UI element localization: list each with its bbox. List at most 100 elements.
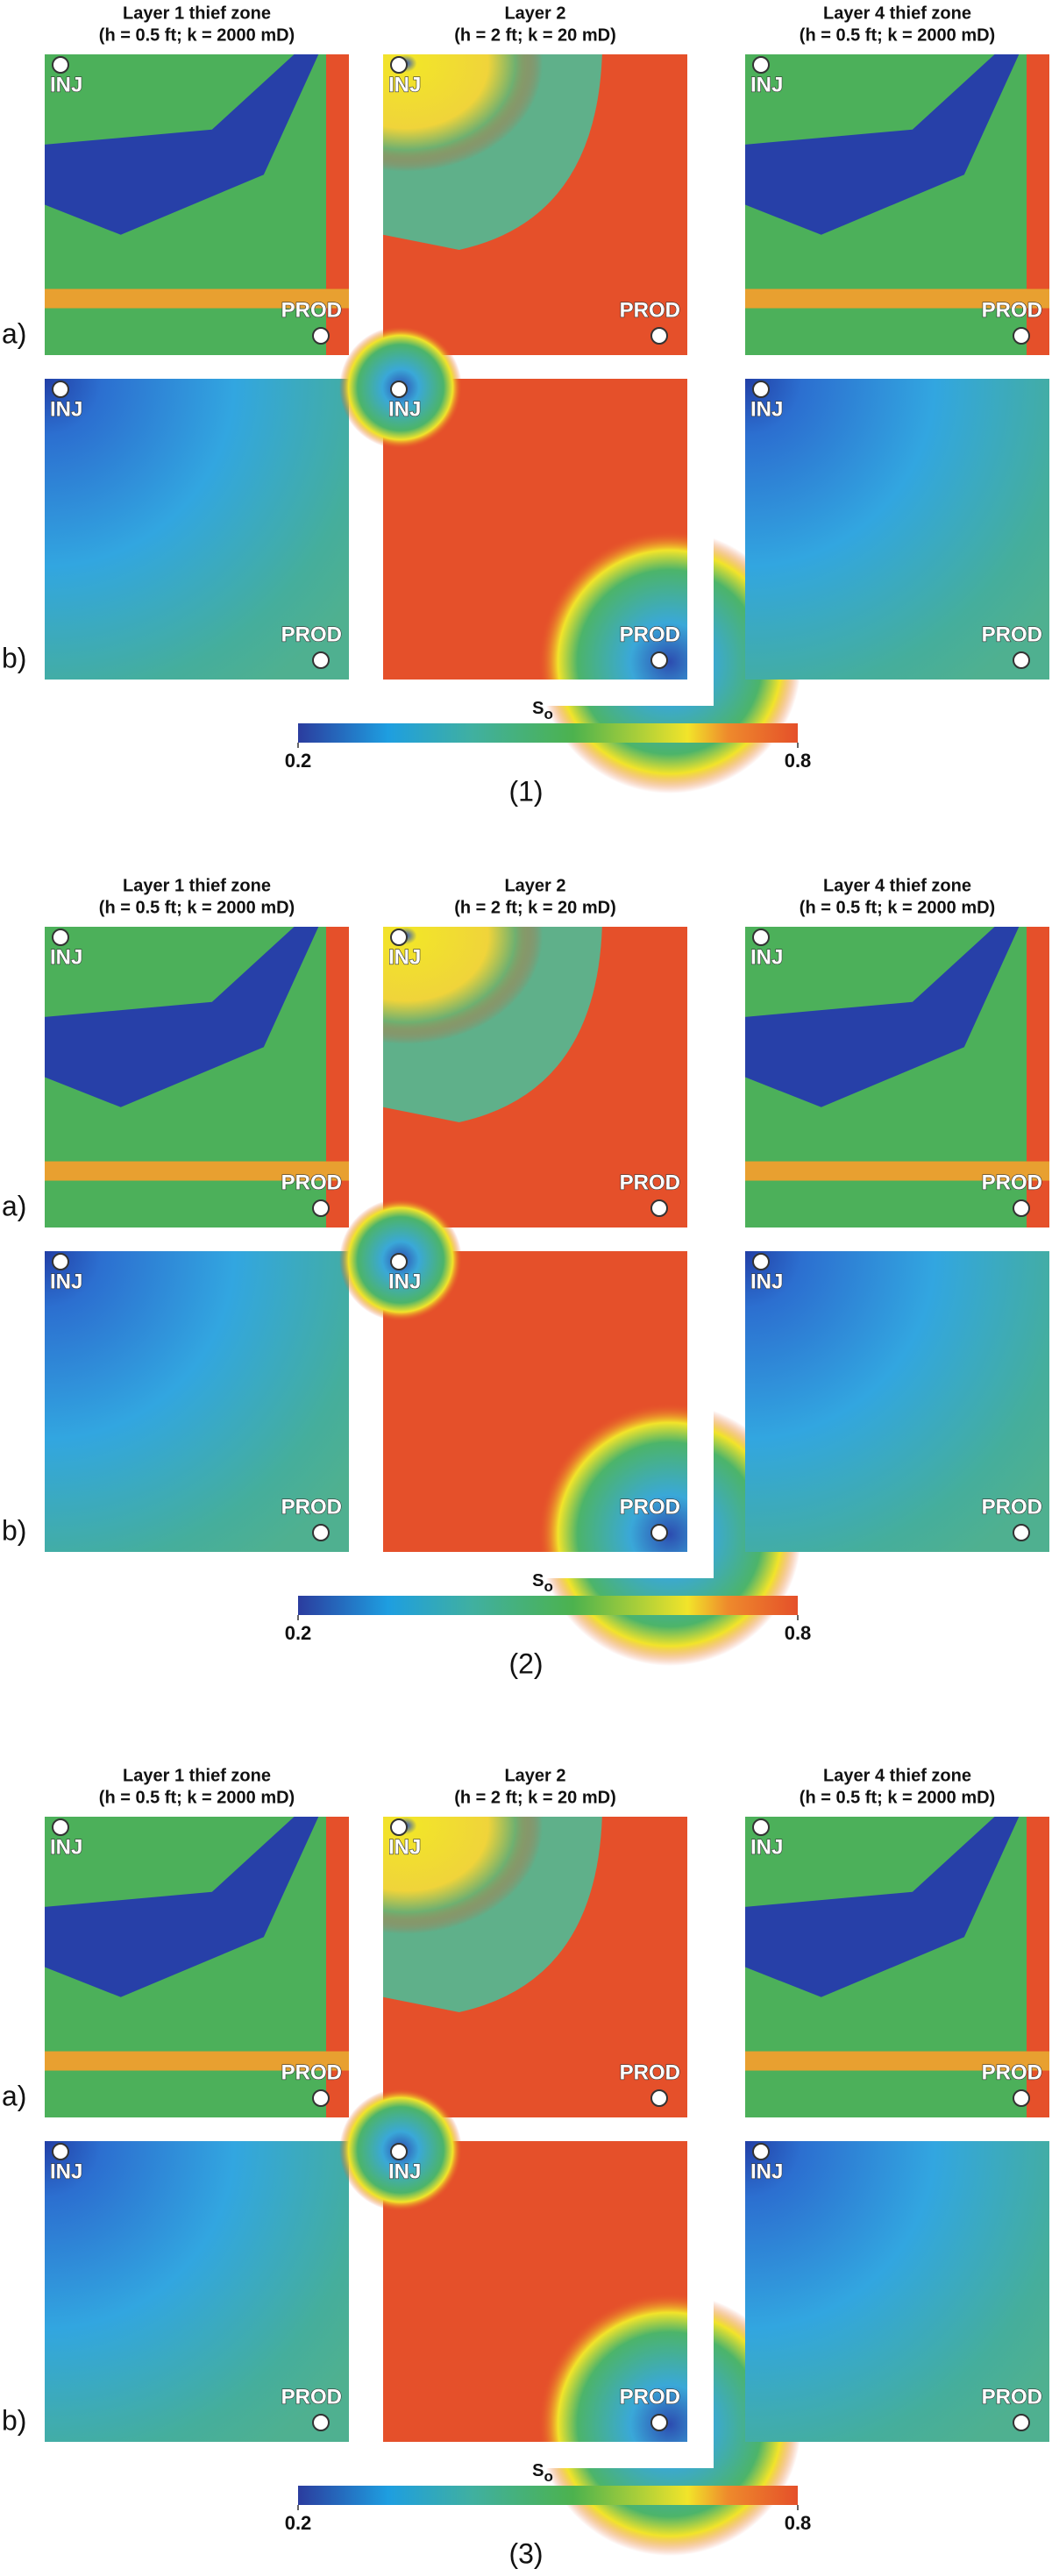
injector-marker xyxy=(390,1253,408,1270)
colorbar-label: So xyxy=(532,1571,553,1595)
producer-marker xyxy=(1013,327,1030,345)
heatmap-panel: INJ PROD xyxy=(745,2141,1049,2442)
injector-marker xyxy=(390,1818,408,1836)
injector-marker xyxy=(390,381,408,398)
producer-label: PROD xyxy=(620,623,680,646)
bypassed-band xyxy=(45,1817,319,1997)
group-caption: (3) xyxy=(508,2537,543,2569)
injector-marker xyxy=(52,2143,69,2160)
producer-label: PROD xyxy=(620,1495,680,1519)
injector-label: INJ xyxy=(50,2160,82,2183)
heatmap-panel: INJ PROD xyxy=(45,1251,349,1552)
colorbar-label: So xyxy=(532,2461,553,2485)
injector-label: INJ xyxy=(50,1835,82,1859)
producer-label: PROD xyxy=(620,2060,680,2084)
heatmap-panel: INJ PROD xyxy=(383,1817,687,2117)
heatmap-panel: INJ PROD xyxy=(45,927,349,1228)
producer-marker xyxy=(312,2414,330,2431)
injector-marker xyxy=(390,2143,408,2160)
colorbar-tick-label: 0.2 xyxy=(285,750,312,772)
producer-label: PROD xyxy=(982,1171,1042,1194)
heatmap-panel: INJ PROD xyxy=(45,1817,349,2117)
producer-marker xyxy=(650,651,668,669)
heatmap-panel: INJ PROD xyxy=(383,54,687,355)
row-label: b) xyxy=(2,642,26,673)
producer-marker xyxy=(312,1524,330,1541)
heatmap-panel: INJ PROD xyxy=(45,2141,349,2442)
heatmap-panel: INJ PROD xyxy=(745,1251,1049,1552)
column-title: Layer 4 thief zone xyxy=(823,876,971,895)
producer-marker xyxy=(650,2089,668,2107)
producer-label: PROD xyxy=(620,1171,680,1194)
clip-fix xyxy=(383,2442,714,2468)
column-subtitle: (h = 0.5 ft; k = 2000 mD) xyxy=(800,1788,995,1807)
colorbar xyxy=(298,1596,798,1615)
producer-marker xyxy=(650,327,668,345)
group-caption: (1) xyxy=(508,775,543,807)
producer-marker xyxy=(650,1524,668,1541)
injector-label: INJ xyxy=(388,73,421,96)
injector-marker xyxy=(752,2143,770,2160)
producer-label: PROD xyxy=(281,1495,342,1519)
colorbar-subscript: o xyxy=(544,1578,552,1595)
edge-bottom xyxy=(45,1161,349,1181)
figure-group: Layer 1 thief zone (h = 0.5 ft; k = 2000 … xyxy=(2,1766,1049,2569)
injector-label: INJ xyxy=(750,945,783,969)
colorbar xyxy=(298,723,798,743)
edge-bottom xyxy=(45,288,349,309)
edge-bottom xyxy=(745,2051,1049,2071)
bypassed-band xyxy=(745,927,1020,1107)
colorbar-tick-label: 0.2 xyxy=(285,1622,312,1644)
figure-group: Layer 1 thief zone (h = 0.5 ft; k = 2000 … xyxy=(2,876,1049,1679)
clip-fix xyxy=(687,2141,714,2468)
row-label: a) xyxy=(2,2080,26,2111)
bypassed-band xyxy=(745,54,1020,235)
column-title: Layer 2 xyxy=(504,876,565,895)
column-title: Layer 4 thief zone xyxy=(823,1766,971,1785)
colorbar-symbol: S xyxy=(532,2461,544,2480)
producer-marker xyxy=(1013,1524,1030,1541)
producer-label: PROD xyxy=(281,2385,342,2409)
producer-marker xyxy=(312,1199,330,1217)
colorbar-subscript: o xyxy=(544,2468,552,2485)
producer-label: PROD xyxy=(982,2385,1042,2409)
producer-label: PROD xyxy=(982,2060,1042,2084)
colorbar-tick-label: 0.8 xyxy=(785,1622,812,1644)
producer-marker xyxy=(650,1199,668,1217)
group-caption: (2) xyxy=(508,1647,543,1679)
swept-core xyxy=(383,54,612,235)
injector-label: INJ xyxy=(50,1270,82,1293)
column-subtitle: (h = 0.5 ft; k = 2000 mD) xyxy=(99,1788,295,1807)
field xyxy=(745,379,1049,680)
injector-label: INJ xyxy=(750,73,783,96)
colorbar-subscript: o xyxy=(544,706,552,722)
column-subtitle: (h = 0.5 ft; k = 2000 mD) xyxy=(99,25,295,45)
row-label: a) xyxy=(2,317,26,349)
field xyxy=(745,2141,1049,2442)
producer-marker xyxy=(312,651,330,669)
colorbar-tick-label: 0.2 xyxy=(285,2512,312,2534)
injector-marker xyxy=(752,56,770,74)
field xyxy=(45,2141,349,2442)
bypassed-band xyxy=(745,1817,1020,1997)
column-subtitle: (h = 2 ft; k = 20 mD) xyxy=(454,898,616,917)
injector-marker xyxy=(52,1818,69,1836)
injector-label: INJ xyxy=(750,2160,783,2183)
producer-marker xyxy=(1013,2089,1030,2107)
column-subtitle: (h = 2 ft; k = 20 mD) xyxy=(454,25,616,45)
producer-label: PROD xyxy=(620,2385,680,2409)
heatmap-panel: INJ PROD xyxy=(745,1817,1049,2117)
column-subtitle: (h = 0.5 ft; k = 2000 mD) xyxy=(99,898,295,917)
producer-label: PROD xyxy=(982,1495,1042,1519)
injector-label: INJ xyxy=(388,397,421,421)
field xyxy=(45,1251,349,1552)
injector-marker xyxy=(390,929,408,946)
edge-bottom xyxy=(745,288,1049,309)
column-title: Layer 1 thief zone xyxy=(123,876,271,895)
column-title: Layer 1 thief zone xyxy=(123,4,271,23)
column-title: Layer 4 thief zone xyxy=(823,4,971,23)
clip-fix xyxy=(383,1552,714,1578)
clip-fix xyxy=(383,680,714,706)
injector-label: INJ xyxy=(750,1835,783,1859)
producer-label: PROD xyxy=(281,623,342,646)
